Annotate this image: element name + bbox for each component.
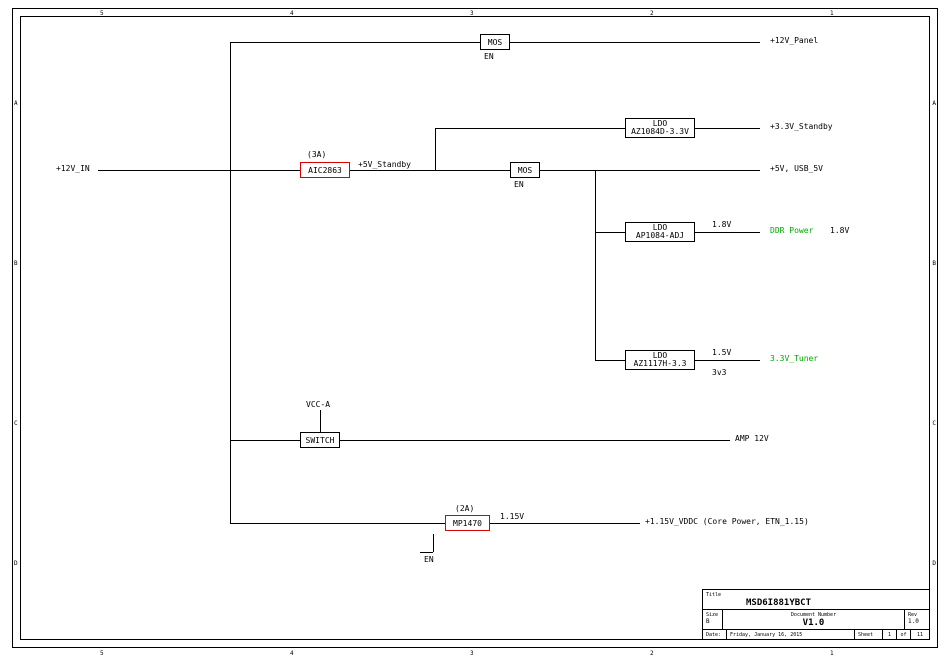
- ldo3-l2: AZ1117H-3.3: [634, 360, 687, 368]
- wire: [595, 360, 625, 361]
- switch-label: SWITCH: [306, 436, 335, 445]
- en-label-mos-top: EN: [484, 52, 494, 61]
- wire: [695, 232, 760, 233]
- wire: [230, 170, 231, 440]
- rev-value: 1.0: [908, 618, 919, 625]
- tick-left-a: A: [14, 100, 18, 107]
- sheet-lbl: Sheet: [858, 632, 873, 638]
- out-33standby: +3.3V_Standby: [770, 122, 833, 131]
- aic-out-label: +5V_Standby: [358, 160, 411, 169]
- wire: [230, 440, 231, 523]
- tick-bot-2: 2: [650, 650, 654, 657]
- sheet-t: 11: [917, 632, 923, 638]
- tick-right-d: D: [932, 560, 936, 567]
- block-mos-top-label: MOS: [488, 38, 502, 47]
- wire: [435, 128, 436, 171]
- out-panel: +12V_Panel: [770, 36, 818, 45]
- ldo3-v: 1.5V: [712, 348, 731, 357]
- wire: [435, 128, 625, 129]
- tick-bot-3: 3: [470, 650, 474, 657]
- docnum-value: V1.0: [803, 618, 825, 628]
- tick-left-c: C: [14, 420, 18, 427]
- block-aic-label: AIC2863: [308, 166, 342, 175]
- ldo2-v: 1.8V: [712, 220, 731, 229]
- tick-left-d: D: [14, 560, 18, 567]
- wire: [540, 170, 760, 171]
- tick-top-4: 4: [290, 10, 294, 17]
- inner-frame: [20, 16, 930, 640]
- size-value: B: [706, 618, 710, 625]
- block-aic: AIC2863: [300, 162, 350, 178]
- tick-right-a: A: [932, 100, 936, 107]
- block-ldo1: LDO AZ1084D-3.3V: [625, 118, 695, 138]
- wire: [595, 232, 625, 233]
- wire: [595, 170, 596, 360]
- block-ldo3: LDO AZ1117H-3.3: [625, 350, 695, 370]
- block-switch: SWITCH: [300, 432, 340, 448]
- block-ldo2: LDO AP1084-ADJ: [625, 222, 695, 242]
- tick-top-5: 5: [100, 10, 104, 17]
- wire: [230, 42, 480, 43]
- tick-left-b: B: [14, 260, 18, 267]
- wire: [350, 170, 510, 171]
- sheet-n: 1: [888, 632, 891, 638]
- wire: [420, 552, 433, 553]
- mp-label: MP1470: [453, 519, 482, 528]
- block-mos-top: MOS: [480, 34, 510, 50]
- out-tuner: 3.3V_Tuner: [770, 354, 818, 363]
- date-value: Friday, January 16, 2015: [730, 632, 802, 638]
- wire: [490, 523, 640, 524]
- wire: [695, 128, 760, 129]
- tick-bot-1: 1: [830, 650, 834, 657]
- tick-top-3: 3: [470, 10, 474, 17]
- date-lbl: Date:: [706, 632, 721, 638]
- tick-bot-4: 4: [290, 650, 294, 657]
- out-ddr-v: 1.8V: [830, 226, 849, 235]
- out-usb5v: +5V, USB_5V: [770, 164, 823, 173]
- wire: [230, 440, 300, 441]
- tick-right-b: B: [932, 260, 936, 267]
- wire: [230, 42, 231, 171]
- aic-note: (3A): [307, 150, 326, 159]
- block-mos-mid-label: MOS: [518, 166, 532, 175]
- tick-top-2: 2: [650, 10, 654, 17]
- ldo2-l2: AP1084-ADJ: [636, 232, 684, 240]
- sheet-of: of: [900, 632, 906, 638]
- mp-v: 1.15V: [500, 512, 524, 521]
- out-amp: AMP 12V: [735, 434, 769, 443]
- mp-en: EN: [424, 555, 434, 564]
- wire: [230, 523, 445, 524]
- title-value: MSD6I881YBCT: [706, 598, 811, 608]
- tick-bot-5: 5: [100, 650, 104, 657]
- wire: [433, 534, 434, 552]
- tick-right-c: C: [932, 420, 936, 427]
- mp-note: (2A): [455, 504, 474, 513]
- out-ddr: DDR Power: [770, 226, 813, 235]
- in-12v: +12V_IN: [56, 164, 90, 173]
- en-label-mos-mid: EN: [514, 180, 524, 189]
- ldo3-v2: 3v3: [712, 368, 726, 377]
- wire: [510, 42, 760, 43]
- wire: [98, 170, 300, 171]
- block-mp: MP1470: [445, 515, 490, 531]
- title-block: Title MSD6I881YBCT Size B Document Numbe…: [702, 589, 930, 640]
- wire: [340, 440, 730, 441]
- vcc-a-label: VCC-A: [306, 400, 330, 409]
- wire: [320, 410, 321, 432]
- block-mos-mid: MOS: [510, 162, 540, 178]
- tick-top-1: 1: [830, 10, 834, 17]
- ldo1-l2: AZ1084D-3.3V: [631, 128, 689, 136]
- wire: [695, 360, 760, 361]
- out-vddc: +1.15V_VDDC (Core Power, ETN_1.15): [645, 517, 809, 526]
